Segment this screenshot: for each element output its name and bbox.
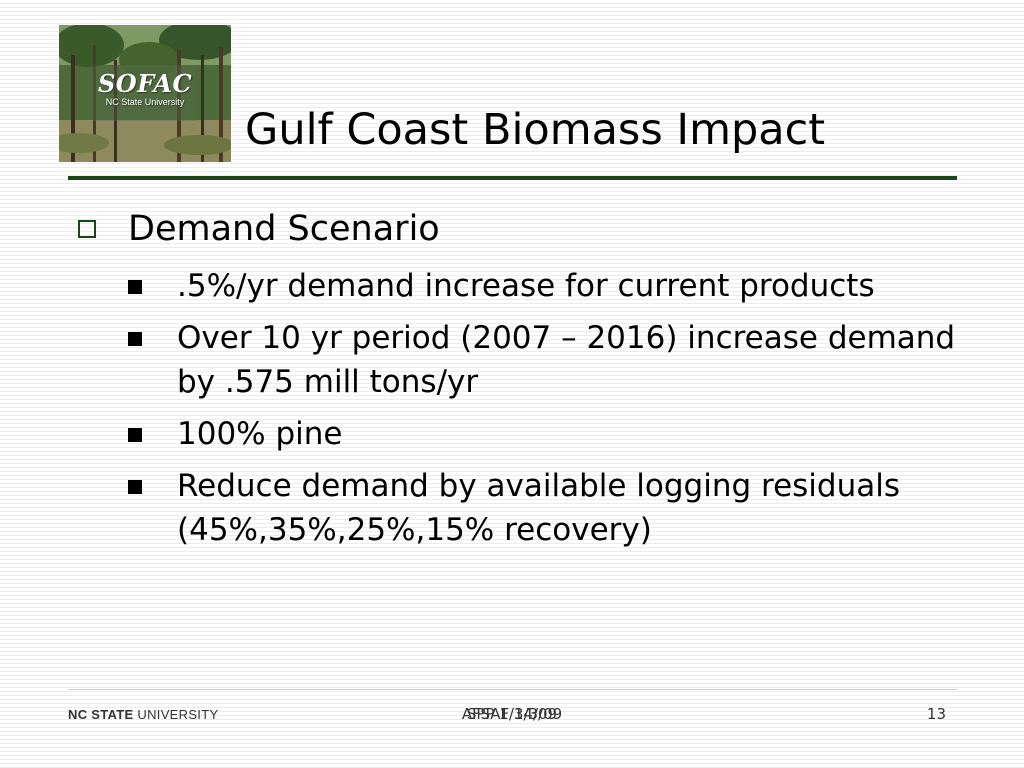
footer-date: AFSAF 3/3/09 SPP 1/14/09 [0, 705, 1024, 725]
footer-brand: NC STATE UNIVERSITY [68, 707, 218, 722]
slide-number: 13 [926, 705, 946, 723]
bullet-item: 100% pine [128, 412, 958, 456]
forest-photo [59, 25, 231, 162]
hollow-square-bullet-icon [78, 220, 96, 238]
footer-brand-bold: NC STATE [68, 707, 134, 722]
logo-subtitle: NC State University [105, 97, 185, 107]
bullet-text: Reduce demand by available logging resid… [177, 468, 901, 548]
slide-title: Gulf Coast Biomass Impact [245, 105, 826, 155]
level1-bullet-text: Demand Scenario [128, 209, 440, 249]
title-divider [68, 176, 957, 180]
sub-bullet-list: .5%/yr demand increase for current produ… [128, 264, 958, 560]
footer-date-afsaf: AFSAF 3/3/09 [461, 705, 563, 723]
bullet-text: Over 10 yr period (2007 – 2016) increase… [177, 320, 956, 400]
logo-title: SOFAC [97, 69, 193, 98]
sofac-logo: SOFAC NC State University [59, 25, 231, 162]
footer-divider [68, 689, 957, 690]
footer-brand-rest: UNIVERSITY [137, 707, 219, 722]
footer-date-spp: SPP 1/14/09 [466, 705, 558, 723]
square-bullet-icon [128, 480, 142, 494]
bullet-item: Over 10 yr period (2007 – 2016) increase… [128, 316, 958, 404]
square-bullet-icon [128, 332, 142, 346]
bullet-item: .5%/yr demand increase for current produ… [128, 264, 958, 308]
bullet-text: .5%/yr demand increase for current produ… [177, 268, 875, 304]
logo-panel [93, 65, 195, 121]
square-bullet-icon [128, 428, 142, 442]
square-bullet-icon [128, 280, 142, 294]
bullet-text: 100% pine [177, 416, 343, 452]
bullet-item: Reduce demand by available logging resid… [128, 464, 958, 552]
